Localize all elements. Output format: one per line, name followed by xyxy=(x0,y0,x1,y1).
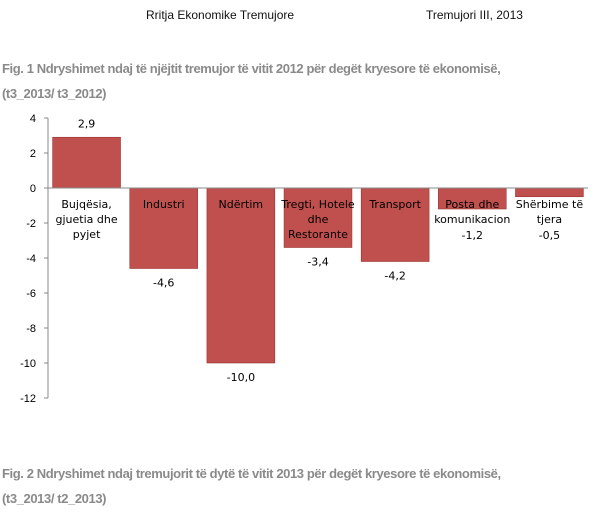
data-label: -4,2 xyxy=(384,270,405,283)
report-period: Tremujori III, 2013 xyxy=(426,8,523,22)
data-label: -3,4 xyxy=(307,256,328,269)
data-label: -4,6 xyxy=(153,277,174,290)
category-label: Restorante xyxy=(288,228,348,241)
data-label: -10,0 xyxy=(227,371,255,384)
y-tick-label: -4 xyxy=(26,253,36,265)
fig2-title-line1: Fig. 2 Ndryshimet ndaj tremujorit të dyt… xyxy=(2,466,501,481)
y-tick-label: 4 xyxy=(30,113,36,125)
bar xyxy=(206,187,276,364)
bar xyxy=(129,187,198,269)
category-label: gjuetia dhe xyxy=(56,213,118,226)
fig1-title-line2: (t3_2013/ t3_2012) xyxy=(2,86,107,101)
bar xyxy=(360,187,430,262)
fig1-title-line1: Fig. 1 Ndryshimet ndaj të njëjtit tremuj… xyxy=(2,61,501,76)
y-tick-label: -10 xyxy=(20,358,36,370)
bar xyxy=(283,187,353,248)
category-label: pyjet xyxy=(73,228,101,241)
category-label: komunikacion xyxy=(434,213,510,226)
bar-chart: 4 2 0 -2 -4 -6 -8 -10 -12 Bujqësia, gjuetia dhe pyj… xyxy=(20,113,588,405)
fig2-title-line2: (t3_2013/ t2_2013) xyxy=(2,491,107,506)
data-label: -1,2 xyxy=(462,229,483,242)
y-tick-label: -12 xyxy=(20,393,36,405)
category-label: Transport xyxy=(368,198,421,211)
category-label: Bujqësia, xyxy=(61,198,111,211)
data-label: -0,5 xyxy=(539,229,560,242)
y-tick-label: 2 xyxy=(30,148,36,160)
category-label: Tregti, Hotele xyxy=(280,198,355,211)
bar xyxy=(515,187,584,198)
report-title: Rritja Ekonomike Tremujore xyxy=(146,8,295,22)
category-label: tjera xyxy=(537,213,562,226)
bar xyxy=(52,136,121,189)
category-label: dhe xyxy=(308,213,329,226)
category-label: Shërbime të xyxy=(516,198,584,211)
data-label: 2,9 xyxy=(78,117,96,130)
y-tick-label: -2 xyxy=(26,218,36,230)
y-tick-label: -8 xyxy=(26,323,36,335)
category-label: Ndërtim xyxy=(219,198,264,211)
y-tick-label: -6 xyxy=(26,288,36,300)
y-tick-label: 0 xyxy=(30,183,36,195)
category-label: Industri xyxy=(143,198,185,211)
category-label: Posta dhe xyxy=(445,198,499,211)
